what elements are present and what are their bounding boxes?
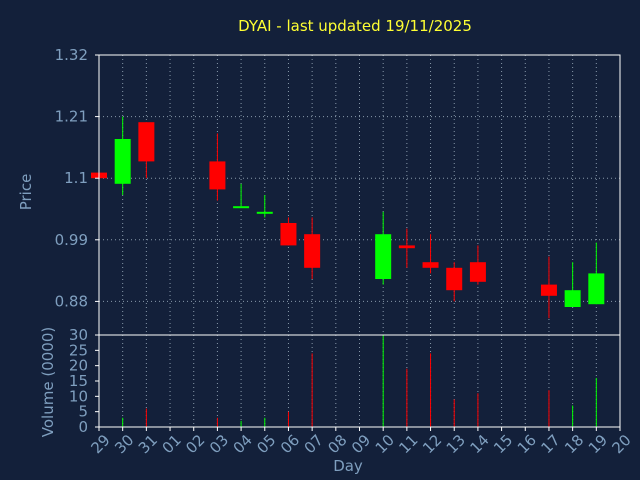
volume-panel xyxy=(99,335,620,427)
volume-tick-label: 10 xyxy=(69,387,88,405)
x-tick-label: 04 xyxy=(230,431,256,457)
price-tick-label: 1.21 xyxy=(55,108,88,126)
x-tick-label: 12 xyxy=(419,431,445,457)
volume-tick-label: 25 xyxy=(69,341,88,359)
candle-body xyxy=(564,290,581,307)
x-tick-label: 06 xyxy=(277,431,303,457)
x-tick-label: 17 xyxy=(537,431,563,457)
candle-body xyxy=(422,262,439,268)
x-tick-label: 29 xyxy=(88,431,114,457)
volume-tick-label: 5 xyxy=(78,403,88,421)
candle-body xyxy=(138,122,155,162)
x-tick-label: 16 xyxy=(514,431,540,457)
candle-body xyxy=(398,245,415,249)
candle-body xyxy=(233,206,250,209)
price-axis-label: Price xyxy=(17,174,35,211)
candle-body xyxy=(375,234,392,279)
volume-tick-label: 15 xyxy=(69,372,88,390)
x-tick-label: 11 xyxy=(395,431,421,457)
price-tick-label: 1.32 xyxy=(55,46,88,64)
x-tick-label: 03 xyxy=(206,431,232,457)
x-tick-label: 30 xyxy=(111,431,137,457)
volume-tick-label: 0 xyxy=(78,418,88,436)
mark-layer xyxy=(91,116,605,427)
volume-axis-label: Volume (0000) xyxy=(39,327,57,437)
candle-body xyxy=(540,284,557,296)
x-tick-label: 10 xyxy=(372,431,398,457)
x-tick-label: 02 xyxy=(182,431,208,457)
candle-body xyxy=(209,161,226,190)
x-tick-label: 19 xyxy=(585,431,611,457)
x-axis-label: Day xyxy=(333,457,363,475)
x-tick-label: 20 xyxy=(609,431,635,457)
x-tick-label: 05 xyxy=(253,431,279,457)
x-tick-label: 18 xyxy=(561,431,587,457)
candle-body xyxy=(469,262,486,282)
x-tick-label: 07 xyxy=(301,431,327,457)
x-tick-label: 31 xyxy=(135,431,161,457)
volume-tick-label: 30 xyxy=(69,326,88,344)
x-tick-label: 15 xyxy=(490,431,516,457)
candle-body xyxy=(588,273,605,305)
price-tick-label: 0.99 xyxy=(55,231,88,249)
candle-body xyxy=(114,139,131,184)
candle-body xyxy=(446,267,463,291)
chart-title: DYAI - last updated 19/11/2025 xyxy=(238,17,472,35)
price-tick-label: 1.1 xyxy=(64,169,88,187)
candle-body xyxy=(256,211,273,214)
price-tick-label: 0.88 xyxy=(55,292,88,310)
x-tick-label: 09 xyxy=(348,431,374,457)
x-tick-label: 14 xyxy=(466,431,492,457)
x-tick-label: 08 xyxy=(324,431,350,457)
x-tick-label: 13 xyxy=(443,431,469,457)
candle-body xyxy=(304,234,321,268)
x-tick-label: 01 xyxy=(159,431,185,457)
volume-tick-label: 20 xyxy=(69,357,88,375)
candle-body xyxy=(280,223,297,246)
